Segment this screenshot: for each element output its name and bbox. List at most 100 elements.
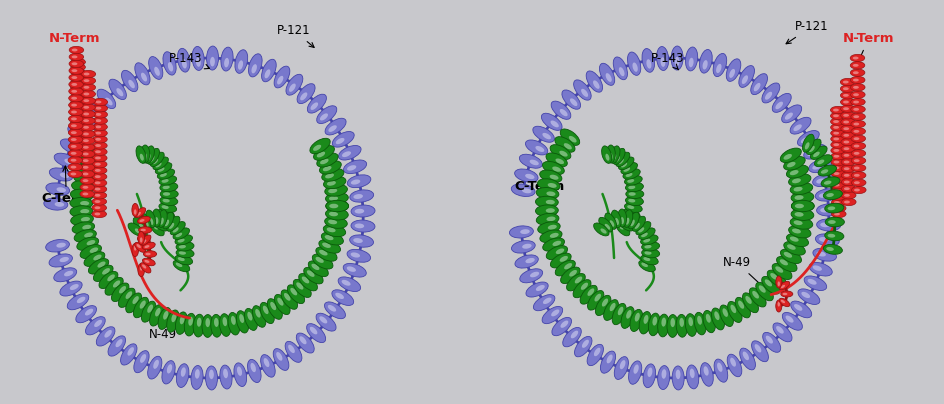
Ellipse shape xyxy=(852,64,859,67)
Ellipse shape xyxy=(826,193,834,197)
Ellipse shape xyxy=(126,293,142,313)
Ellipse shape xyxy=(307,270,314,277)
Ellipse shape xyxy=(765,280,772,286)
Ellipse shape xyxy=(791,200,814,212)
Ellipse shape xyxy=(177,364,189,387)
Ellipse shape xyxy=(596,295,611,316)
Ellipse shape xyxy=(153,218,168,231)
Ellipse shape xyxy=(83,126,89,129)
Ellipse shape xyxy=(323,225,346,237)
Ellipse shape xyxy=(547,246,567,260)
Ellipse shape xyxy=(338,277,361,292)
Ellipse shape xyxy=(831,153,846,160)
Ellipse shape xyxy=(809,159,832,173)
Ellipse shape xyxy=(831,164,846,171)
Ellipse shape xyxy=(81,70,95,78)
Ellipse shape xyxy=(344,263,366,277)
Ellipse shape xyxy=(832,210,846,218)
Ellipse shape xyxy=(73,96,79,99)
Ellipse shape xyxy=(140,154,143,161)
Ellipse shape xyxy=(173,227,178,233)
Ellipse shape xyxy=(80,177,94,184)
Ellipse shape xyxy=(71,118,76,120)
Ellipse shape xyxy=(851,76,865,84)
Ellipse shape xyxy=(831,106,845,114)
Ellipse shape xyxy=(80,117,95,124)
Ellipse shape xyxy=(93,111,108,118)
Ellipse shape xyxy=(197,318,201,327)
Ellipse shape xyxy=(851,172,866,179)
Ellipse shape xyxy=(71,189,93,201)
Ellipse shape xyxy=(676,314,687,337)
Ellipse shape xyxy=(549,233,559,238)
Ellipse shape xyxy=(121,344,137,365)
Ellipse shape xyxy=(853,93,859,96)
Ellipse shape xyxy=(169,223,175,229)
Ellipse shape xyxy=(54,268,76,282)
Ellipse shape xyxy=(83,148,104,162)
Ellipse shape xyxy=(625,203,642,213)
Ellipse shape xyxy=(582,340,589,348)
Ellipse shape xyxy=(750,74,767,95)
Ellipse shape xyxy=(772,93,791,112)
Ellipse shape xyxy=(703,366,709,376)
Ellipse shape xyxy=(834,195,840,198)
Ellipse shape xyxy=(512,241,535,253)
Ellipse shape xyxy=(851,186,866,194)
Ellipse shape xyxy=(820,223,830,227)
Ellipse shape xyxy=(175,255,193,265)
Ellipse shape xyxy=(623,209,640,219)
Ellipse shape xyxy=(261,355,276,377)
Ellipse shape xyxy=(95,156,101,160)
Ellipse shape xyxy=(807,279,817,285)
Ellipse shape xyxy=(95,150,101,153)
Ellipse shape xyxy=(606,73,612,82)
Ellipse shape xyxy=(196,57,201,67)
Ellipse shape xyxy=(615,156,620,162)
Ellipse shape xyxy=(775,102,783,109)
Ellipse shape xyxy=(731,305,736,313)
Ellipse shape xyxy=(580,285,598,304)
Ellipse shape xyxy=(841,158,855,166)
Ellipse shape xyxy=(109,79,126,99)
Ellipse shape xyxy=(325,217,347,228)
Ellipse shape xyxy=(831,112,845,120)
Ellipse shape xyxy=(93,198,107,205)
Ellipse shape xyxy=(658,314,669,337)
Ellipse shape xyxy=(176,263,182,267)
Ellipse shape xyxy=(147,305,153,313)
Ellipse shape xyxy=(776,276,782,288)
Ellipse shape xyxy=(843,114,849,117)
Ellipse shape xyxy=(325,185,347,196)
Ellipse shape xyxy=(160,189,178,198)
Ellipse shape xyxy=(81,97,95,104)
Ellipse shape xyxy=(628,52,641,76)
Ellipse shape xyxy=(140,301,145,309)
Ellipse shape xyxy=(603,300,618,320)
Ellipse shape xyxy=(765,92,772,100)
Ellipse shape xyxy=(194,314,205,337)
Ellipse shape xyxy=(658,366,669,389)
Ellipse shape xyxy=(642,242,660,251)
Ellipse shape xyxy=(621,221,627,225)
Ellipse shape xyxy=(841,198,856,206)
Ellipse shape xyxy=(156,221,161,225)
Ellipse shape xyxy=(342,280,350,286)
Ellipse shape xyxy=(820,208,830,213)
Ellipse shape xyxy=(520,229,530,234)
Ellipse shape xyxy=(644,315,649,324)
Ellipse shape xyxy=(612,303,626,325)
Ellipse shape xyxy=(798,289,819,305)
Ellipse shape xyxy=(54,153,77,167)
Ellipse shape xyxy=(310,327,317,335)
Ellipse shape xyxy=(834,160,839,164)
Ellipse shape xyxy=(140,238,144,241)
Ellipse shape xyxy=(329,125,337,132)
Ellipse shape xyxy=(636,221,650,235)
Ellipse shape xyxy=(851,106,866,113)
Ellipse shape xyxy=(59,257,69,262)
Ellipse shape xyxy=(83,166,89,169)
Ellipse shape xyxy=(71,74,85,81)
Ellipse shape xyxy=(150,221,164,236)
Ellipse shape xyxy=(159,175,177,185)
